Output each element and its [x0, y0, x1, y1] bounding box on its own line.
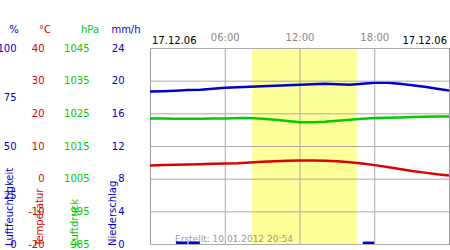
svg-text:Temperatur: Temperatur [34, 188, 45, 247]
svg-text:1015: 1015 [64, 141, 89, 152]
svg-text:30: 30 [32, 75, 45, 86]
svg-text:1035: 1035 [64, 75, 89, 86]
svg-text:18:00: 18:00 [360, 32, 389, 43]
svg-text:Erstellt: 10.01.2012 20:54: Erstellt: 10.01.2012 20:54 [175, 234, 293, 244]
svg-text:20: 20 [112, 75, 125, 86]
svg-text:Luftdruck: Luftdruck [69, 199, 80, 246]
svg-text:hPa: hPa [81, 24, 99, 35]
svg-text:10: 10 [32, 141, 45, 152]
svg-text:%: % [9, 24, 19, 35]
svg-text:1045: 1045 [64, 43, 89, 54]
svg-text:17.12.06: 17.12.06 [152, 35, 197, 46]
svg-text:17.12.06: 17.12.06 [402, 35, 447, 46]
svg-text:8: 8 [118, 173, 124, 184]
svg-text:Niederschlag: Niederschlag [107, 181, 118, 246]
svg-text:0: 0 [38, 173, 44, 184]
svg-text:1005: 1005 [64, 173, 89, 184]
svg-text:1025: 1025 [64, 108, 89, 119]
svg-text:20: 20 [32, 108, 45, 119]
svg-text:100: 100 [0, 43, 17, 54]
svg-text:16: 16 [112, 108, 125, 119]
svg-text:°C: °C [39, 24, 51, 35]
svg-text:40: 40 [32, 43, 45, 54]
svg-text:12:00: 12:00 [286, 32, 315, 43]
svg-text:mm/h: mm/h [111, 24, 140, 35]
svg-text:Luftfeuchtigkeit: Luftfeuchtigkeit [4, 168, 15, 246]
svg-text:12: 12 [112, 141, 125, 152]
svg-text:06:00: 06:00 [211, 32, 240, 43]
svg-text:75: 75 [4, 92, 17, 103]
svg-text:0: 0 [118, 239, 124, 250]
svg-text:4: 4 [118, 206, 124, 217]
svg-text:50: 50 [4, 141, 17, 152]
svg-text:24: 24 [112, 43, 125, 54]
